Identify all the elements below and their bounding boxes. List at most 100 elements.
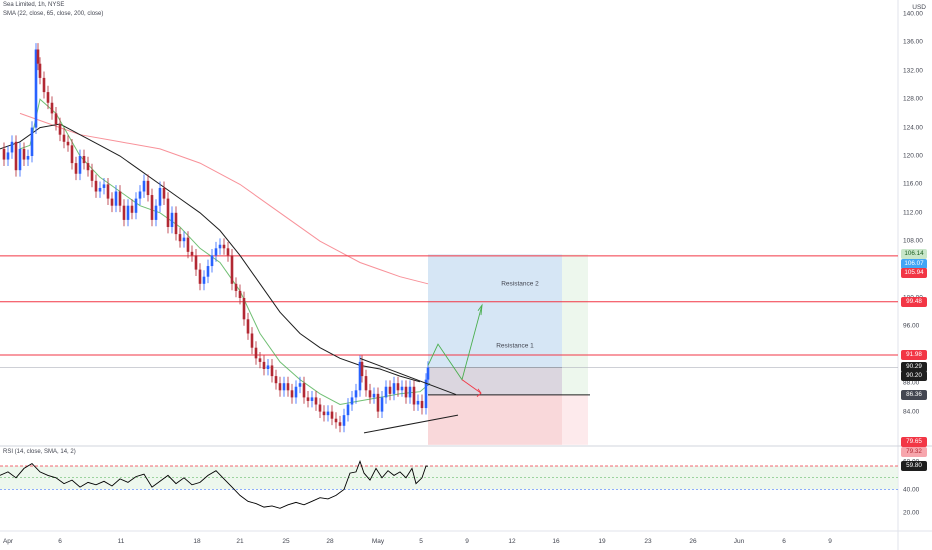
candle-body	[38, 63, 42, 78]
candle-body	[226, 248, 230, 256]
candle-body	[384, 386, 388, 398]
candle-body	[26, 156, 30, 160]
bearish-projection-arrow[interactable]	[461, 379, 482, 394]
time-tick: 11	[117, 538, 125, 545]
candle-body	[182, 237, 186, 242]
price-tick: 136.00	[903, 38, 923, 46]
candle-body	[396, 383, 400, 391]
candle-body	[66, 141, 70, 146]
candle-body	[408, 386, 412, 398]
candle-body	[242, 298, 246, 320]
time-tick: 19	[598, 538, 606, 545]
rsi-tick: 40.00	[903, 486, 920, 493]
candle-body	[22, 148, 26, 160]
candle-body	[166, 198, 170, 227]
time-tick: 12	[508, 538, 516, 545]
resistance-1-label: Resistance 1	[496, 342, 534, 350]
time-tick: Apr	[2, 538, 14, 545]
price-tick: 96.00	[903, 322, 920, 330]
candle-body	[46, 92, 50, 103]
candle-body	[262, 361, 266, 369]
candle-body	[54, 113, 58, 125]
time-tick: 28	[326, 538, 334, 545]
candle-body	[2, 148, 6, 160]
candle-body	[130, 205, 134, 213]
candle-body	[36, 49, 40, 64]
candle-body	[14, 141, 18, 171]
price-tick: 112.00	[903, 209, 923, 217]
candle-body	[202, 276, 206, 284]
candle-body	[416, 400, 420, 405]
upper-trendline[interactable]	[359, 357, 457, 396]
target-zone[interactable]	[428, 254, 562, 395]
stop-zone-extension	[562, 394, 588, 445]
price-tag: 90.29	[901, 361, 927, 372]
candle-body	[158, 187, 162, 206]
candle-body	[6, 152, 10, 160]
candle-body	[372, 393, 376, 398]
candle-body	[62, 134, 66, 142]
price-tick: 132.00	[903, 67, 923, 75]
chart-title: Sea Limited, 1h, NYSE	[3, 2, 65, 8]
sma200-line	[19, 112, 429, 285]
candle-body	[50, 102, 54, 114]
bullish-projection-arrow[interactable]	[427, 304, 483, 381]
sma-legend: SMA (22, close, 65, close, 200, close)	[3, 11, 104, 17]
candle-body	[400, 386, 404, 391]
candle-body	[346, 404, 350, 416]
candle-body	[206, 266, 210, 277]
candle-body	[90, 170, 94, 181]
candle-body	[278, 383, 282, 391]
time-tick: 25	[282, 538, 290, 545]
candle-body	[364, 376, 368, 391]
price-tick: 88.00	[903, 379, 920, 387]
rsi-line	[0, 459, 429, 509]
candle-body	[154, 205, 158, 220]
time-tick: 26	[689, 538, 697, 545]
candle-body	[254, 347, 258, 359]
price-tag: 106.14	[901, 249, 927, 260]
candle-body	[350, 397, 354, 405]
candle-body	[412, 386, 416, 405]
candle-body	[146, 180, 150, 196]
candle-body	[338, 422, 342, 426]
candle-body	[322, 411, 326, 416]
candle-body	[174, 212, 178, 235]
candle-body	[238, 290, 242, 298]
candle-body	[354, 390, 358, 398]
candle-body	[368, 390, 372, 398]
candle-body	[134, 198, 138, 213]
candle-body	[110, 198, 114, 206]
candle-body	[310, 397, 314, 401]
candle-body	[424, 379, 428, 409]
price-tag: 99.48	[901, 296, 927, 307]
candle-body	[270, 365, 274, 377]
candle-body	[342, 415, 346, 426]
candle-body	[162, 187, 166, 199]
candle-body	[318, 404, 322, 412]
time-tick: 21	[236, 538, 244, 545]
sma22-line	[19, 98, 431, 406]
candle-body	[126, 205, 130, 220]
candle-body	[98, 187, 102, 192]
candle-body	[290, 390, 294, 398]
candle-body	[150, 195, 154, 220]
lower-trendline[interactable]	[363, 414, 459, 434]
candle-body	[404, 386, 408, 398]
bearish-arrow-head	[476, 388, 482, 398]
candle-body	[286, 383, 290, 391]
candle-body	[106, 184, 110, 199]
time-tick: May	[371, 538, 385, 545]
candle-body	[34, 49, 38, 128]
candle-body	[302, 383, 306, 398]
rsi-tick: 20.00	[903, 509, 920, 517]
currency-label: USD	[912, 4, 926, 11]
price-tick: 124.00	[903, 124, 923, 132]
candle-body	[222, 244, 226, 249]
stop-zone[interactable]	[428, 394, 562, 445]
candle-body	[170, 212, 174, 227]
price-tag: 86.36	[901, 389, 927, 400]
candle-body	[258, 358, 262, 362]
candle-body	[282, 383, 286, 391]
